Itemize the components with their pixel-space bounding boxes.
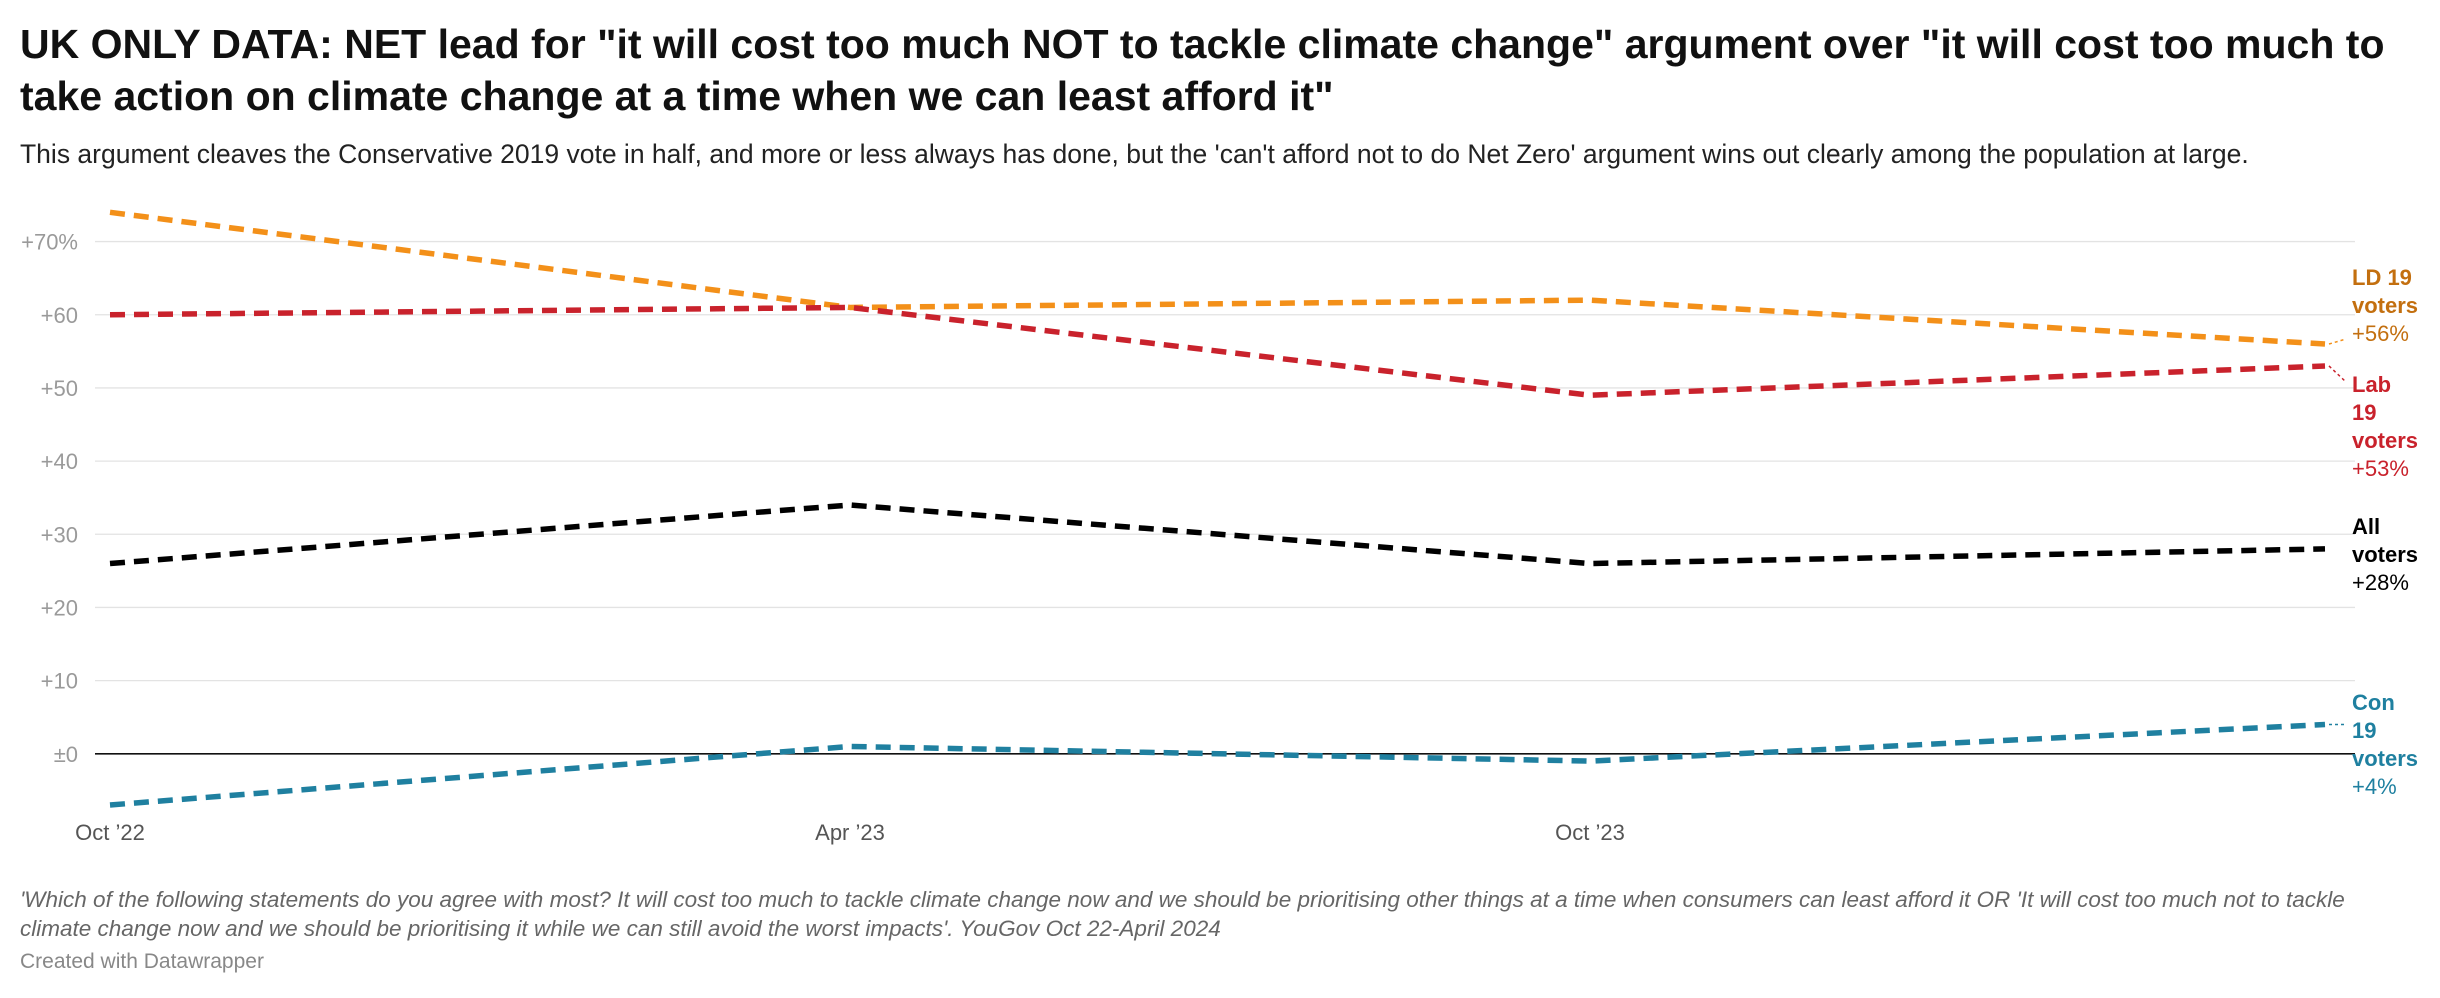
label-leader-line	[2328, 365, 2347, 383]
chart-subtitle: This argument cleaves the Conservative 2…	[20, 139, 2249, 169]
y-tick-label: +40	[41, 449, 78, 474]
x-axis-ticks: Oct ’22 Apr ’23 Oct ’23	[75, 820, 1625, 845]
chart-credit: Created with Datawrapper	[20, 950, 264, 973]
series-name-label: LD 19	[2352, 265, 2412, 290]
x-tick-label: Oct ’22	[75, 820, 145, 845]
label-leader-line	[2328, 338, 2347, 345]
series-name-label: Con	[2352, 690, 2395, 715]
series-name-label: voters	[2352, 293, 2418, 318]
y-tick-label: +20	[41, 595, 78, 620]
series-name-label: 19	[2352, 718, 2376, 743]
y-tick-label: +70%	[21, 230, 78, 255]
series-name-label: 19	[2352, 400, 2376, 425]
series-line	[109, 304, 2326, 398]
y-tick-label: +50	[41, 376, 78, 401]
series-name-label: Lab	[2352, 372, 2391, 397]
series-name-label: All	[2352, 514, 2380, 539]
y-tick-label: +30	[41, 522, 78, 547]
series-end-labels: LD 19 voters +56% Lab 19 voters +53% All voters +…	[2328, 265, 2418, 799]
series-line	[109, 721, 2326, 808]
y-tick-label: ±0	[54, 742, 78, 767]
x-tick-label: Oct ’23	[1555, 820, 1625, 845]
chart-notes: 'Which of the following statements do yo…	[20, 887, 2345, 941]
series-name-label: voters	[2352, 746, 2418, 771]
series-value-label: +4%	[2352, 774, 2397, 799]
series-name-label: voters	[2352, 542, 2418, 567]
y-tick-label: +10	[41, 669, 78, 694]
series-lines	[109, 209, 2326, 808]
series-name-label: voters	[2352, 428, 2418, 453]
series-line	[109, 502, 2326, 567]
series-value-label: +53%	[2352, 456, 2409, 481]
x-tick-label: Apr ’23	[815, 820, 885, 845]
series-value-label: +28%	[2352, 570, 2409, 595]
y-axis-ticks: +70% +60 +50 +40 +30 +20 +10 ±0	[21, 230, 78, 767]
series-line	[109, 209, 2326, 347]
series-value-label: +56%	[2352, 321, 2409, 346]
chart-title: UK ONLY DATA: NET lead for "it will cost…	[20, 21, 2385, 119]
y-tick-label: +60	[41, 303, 78, 328]
grid-lines	[95, 240, 2355, 755]
